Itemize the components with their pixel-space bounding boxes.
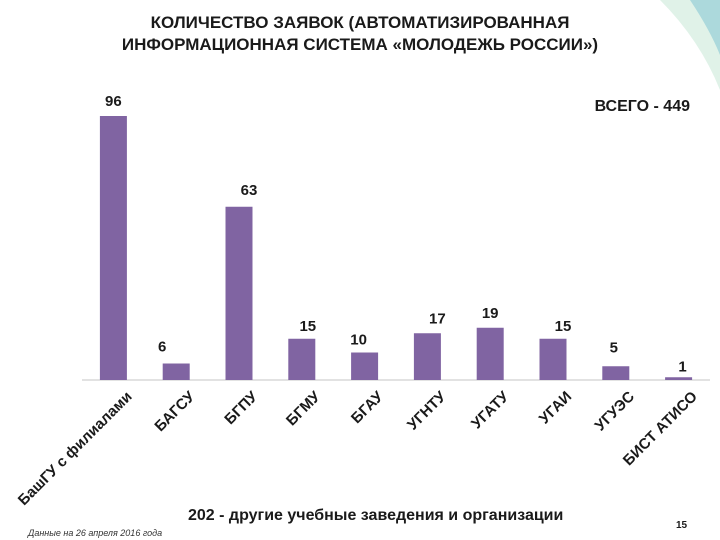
bar-5 [351,352,379,380]
data-label-8: 15 [555,318,572,335]
data-date-footnote: Данные на 26 апреля 2016 года [28,528,163,538]
bar-1 [99,116,127,380]
bar-9 [602,366,630,380]
bar-7 [476,327,504,380]
tick-label-7: УГАТУ [468,388,513,433]
slide-number: 15 [676,520,688,531]
bars-group [99,116,693,380]
data-labels-group: 96 6 63 15 10 17 19 15 5 1 [105,93,687,375]
tick-label-8: УГАИ [536,388,575,427]
bar-8 [539,338,567,380]
tick-label-4: БГМУ [283,388,325,430]
title-line-1: КОЛИЧЕСТВО ЗАЯВОК (АВТОМАТИЗИРОВАННАЯ [150,13,570,32]
title-line-2: ИНФОРМАЦИОННАЯ СИСТЕМА «МОЛОДЕЖЬ РОССИИ»… [121,35,599,54]
bar-4 [288,338,316,380]
data-label-5: 10 [350,332,367,349]
tick-label-1: БашГУ с филиалами [15,388,136,509]
data-label-9: 5 [610,339,618,356]
data-label-7: 19 [482,305,499,322]
data-label-10: 1 [678,358,686,375]
data-label-3: 63 [241,182,258,199]
tick-label-2: БАГСУ [151,388,198,435]
total-label: ВСЕГО - 449 [594,98,690,115]
tick-label-3: БГПУ [221,388,261,428]
bar-2 [162,363,190,380]
data-label-1: 96 [105,93,122,110]
data-label-6: 17 [429,310,446,327]
bar-3 [225,206,253,380]
data-label-2: 6 [158,339,166,356]
tick-label-9: УГУЭС [592,388,638,434]
bar-10 [665,377,693,380]
bottom-note: 202 - другие учебные заведения и организ… [188,507,564,524]
slide-title: КОЛИЧЕСТВО ЗАЯВОК (АВТОМАТИЗИРОВАННАЯ ИН… [40,12,680,56]
bar-6 [413,333,441,380]
tick-labels-group: БашГУ с филиалами БАГСУ БГПУ БГМУ БГАУ УГНТУ У… [15,388,701,509]
corner-decoration [660,0,720,90]
tick-label-6: УГНТУ [404,388,450,434]
data-label-4: 15 [299,318,316,335]
tick-label-5: БГАУ [348,388,387,427]
